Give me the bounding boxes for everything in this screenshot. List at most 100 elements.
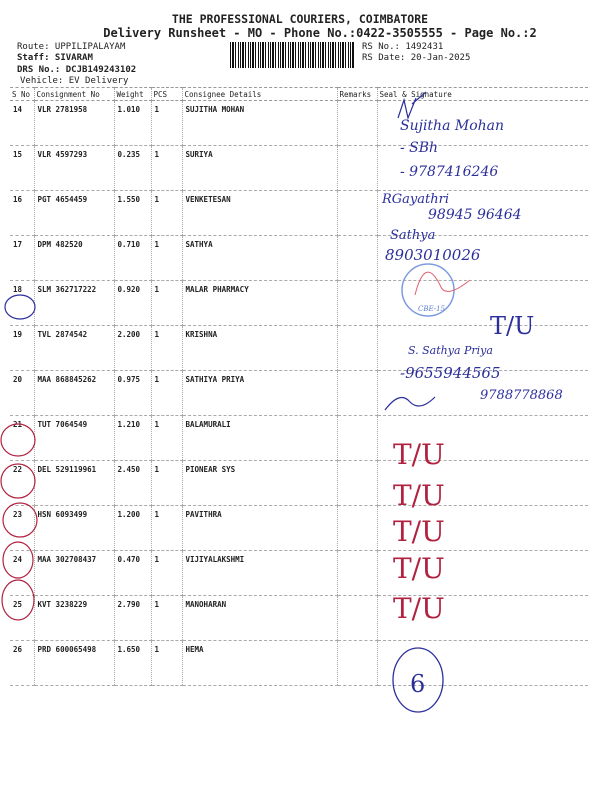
col-signature: Seal & Signature (376, 87, 588, 101)
pieces: 1 (150, 280, 182, 326)
remarks-cell (336, 325, 377, 371)
weight: 1.010 (113, 100, 151, 146)
rs-number: RS No.: 1492431 (362, 42, 444, 52)
signature-cell (376, 505, 588, 551)
consignment-number: TVL 2874542 (33, 325, 114, 371)
weight: 1.210 (113, 415, 151, 461)
remarks-cell (336, 460, 377, 506)
consignment-number: DPM 482520 (33, 235, 114, 281)
weight: 2.200 (113, 325, 151, 371)
consignment-number: TUT 7064549 (33, 415, 114, 461)
remarks-cell (336, 145, 377, 191)
weight: 1.650 (113, 640, 151, 686)
consignment-number: KVT 3238229 (33, 595, 114, 641)
serial-number: 17 (10, 235, 34, 281)
consignment-number: PRD 600065498 (33, 640, 114, 686)
signature-cell (376, 145, 588, 191)
route: Route: UPPILIPALAYAM (17, 42, 126, 52)
signature-cell (376, 235, 588, 281)
signature-cell (376, 640, 588, 686)
serial-number: 23 (10, 505, 34, 551)
consignee-name: BALAMURALI (181, 415, 337, 461)
table-row: 25 KVT 3238229 2.790 1 MANOHARAN (10, 595, 588, 641)
pieces: 1 (150, 190, 182, 236)
table-row: 15 VLR 4597293 0.235 1 SURIYA (10, 145, 588, 191)
stamp-text: CBE-15 (418, 305, 446, 313)
table-row: 19 TVL 2874542 2.200 1 KRISHNA (10, 325, 588, 371)
blue-circle-total (392, 647, 444, 713)
consignment-number: DEL 529119961 (33, 460, 114, 506)
remarks-cell (336, 505, 377, 551)
consignee-name: HEMA (181, 640, 337, 686)
consignee-name: PAVITHRA (181, 505, 337, 551)
red-circle-mark (0, 463, 36, 499)
serial-number: 25 (10, 595, 34, 641)
consignee-name: MALAR PHARMACY (181, 280, 337, 326)
serial-number: 22 (10, 460, 34, 506)
signature-cell (376, 595, 588, 641)
remarks-cell (336, 370, 377, 416)
handwritten-tu: T/U (393, 552, 445, 585)
consignee-name: SATHIYA PRIYA (181, 370, 337, 416)
table-row: 20 MAA 868845262 0.975 1 SATHIYA PRIYA (10, 370, 588, 416)
pieces: 1 (150, 235, 182, 281)
consignment-number: HSN 6093499 (33, 505, 114, 551)
barcode (230, 42, 354, 68)
table-row: 24 MAA 302708437 0.470 1 VIJIYALAKSHMI (10, 550, 588, 596)
handwritten-phone: 8903010026 (385, 246, 481, 264)
pieces: 1 (150, 370, 182, 416)
consignee-name: SATHYA (181, 235, 337, 281)
weight: 1.550 (113, 190, 151, 236)
consignee-name: PIONEAR SYS (181, 460, 337, 506)
pieces: 1 (150, 325, 182, 371)
weight: 2.450 (113, 460, 151, 506)
table-row: 18 SLM 362717222 0.920 1 MALAR PHARMACY (10, 280, 588, 326)
consignment-number: VLR 2781958 (33, 100, 114, 146)
remarks-cell (336, 280, 377, 326)
consignment-number: PGT 4654459 (33, 190, 114, 236)
pieces: 1 (150, 460, 182, 506)
drs-number: DRS No.: DCJB149243102 (17, 65, 137, 75)
pieces: 1 (150, 100, 182, 146)
handwritten-total: 6 (410, 670, 426, 698)
serial-number: 24 (10, 550, 34, 596)
handwritten-name: Sujitha Mohan (400, 118, 505, 134)
serial-number: 15 (10, 145, 34, 191)
red-circle-mark (2, 502, 38, 538)
blue-circle-mark (4, 294, 36, 320)
table-row: 22 DEL 529119961 2.450 1 PIONEAR SYS (10, 460, 588, 506)
col-sno: S No (10, 87, 34, 101)
table-row: 23 HSN 6093499 1.200 1 PAVITHRA (10, 505, 588, 551)
red-circle-mark (1, 579, 35, 621)
weight: 2.790 (113, 595, 151, 641)
weight: 0.920 (113, 280, 151, 326)
serial-number: 14 (10, 100, 34, 146)
handwritten-tu: T/U (393, 515, 445, 548)
remarks-cell (336, 100, 377, 146)
handwritten-name: Sathya (390, 228, 436, 243)
consignment-number: SLM 362717222 (33, 280, 114, 326)
col-remarks: Remarks (336, 87, 377, 101)
pieces: 1 (150, 640, 182, 686)
remarks-cell (336, 190, 377, 236)
weight: 1.200 (113, 505, 151, 551)
weight: 0.470 (113, 550, 151, 596)
table-row: 14 VLR 2781958 1.010 1 SUJITHA MOHAN (10, 100, 588, 146)
signature-scribble (384, 396, 436, 411)
col-consignee: Consignee Details (181, 87, 337, 101)
handwritten-phone: -9655944565 (400, 364, 501, 382)
vehicle: Vehicle: EV Delivery (20, 76, 129, 86)
pieces: 1 (150, 505, 182, 551)
handwritten-phone: 98945 96464 (428, 207, 522, 223)
handwritten-name: RGayathri (382, 192, 449, 207)
table-header: S No Consignment No Weight PCS Consignee… (10, 87, 588, 101)
serial-number: 20 (10, 370, 34, 416)
handwritten-tu: T/U (490, 312, 535, 340)
remarks-cell (336, 235, 377, 281)
handwritten-name: S. Sathya Priya (408, 344, 493, 357)
consignee-name: SURIYA (181, 145, 337, 191)
pieces: 1 (150, 145, 182, 191)
col-weight: Weight (113, 87, 151, 101)
red-circle-mark (0, 423, 36, 457)
